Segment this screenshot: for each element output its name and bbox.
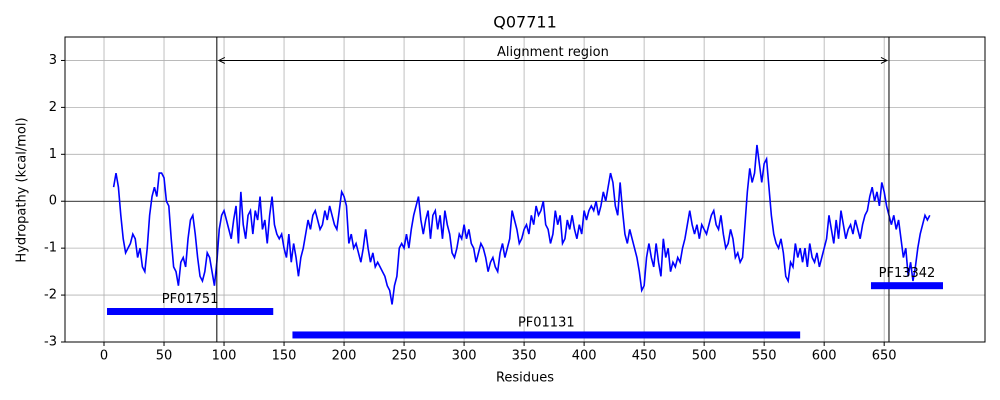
y-tick-label: -2	[44, 288, 57, 303]
x-tick-label: 100	[212, 349, 237, 364]
y-axis-label: Hydropathy (kcal/mol)	[15, 117, 30, 262]
y-tick-label: -1	[44, 241, 57, 256]
arrow-head	[880, 57, 889, 64]
x-tick-label: 200	[332, 349, 357, 364]
x-tick-label: 300	[452, 349, 477, 364]
domain-bar	[107, 308, 274, 315]
x-tick-label: 50	[156, 349, 173, 364]
x-tick-label: 550	[752, 349, 777, 364]
domain-bar	[870, 282, 943, 290]
hydropathy-line	[112, 144, 931, 305]
arrow-head	[217, 57, 226, 64]
y-tick-label: 2	[49, 100, 57, 115]
domain-label: PF01131	[518, 315, 575, 330]
y-tick-label: 0	[49, 194, 57, 209]
x-tick-label: 500	[692, 349, 717, 364]
domain-label: PF01751	[162, 292, 219, 307]
domain-label: PF13342	[879, 266, 936, 281]
x-tick-label: 0	[100, 349, 108, 364]
x-tick-label: 650	[872, 349, 897, 364]
y-tick-label: 1	[49, 147, 57, 162]
x-tick-label: 150	[272, 349, 297, 364]
x-tick-label: 250	[392, 349, 417, 364]
domain-bar	[292, 331, 801, 339]
x-tick-label: 400	[572, 349, 597, 364]
x-tick-label: 600	[812, 349, 837, 364]
plot-frame	[64, 36, 986, 343]
x-tick-label: 350	[512, 349, 537, 364]
x-tick-label: 450	[632, 349, 657, 364]
y-tick-label: 3	[49, 53, 57, 68]
chart-title: Q07711	[493, 13, 557, 32]
x-axis-label: Residues	[496, 371, 554, 386]
y-tick-label: -3	[44, 335, 57, 350]
region-label: Alignment region	[497, 45, 609, 60]
